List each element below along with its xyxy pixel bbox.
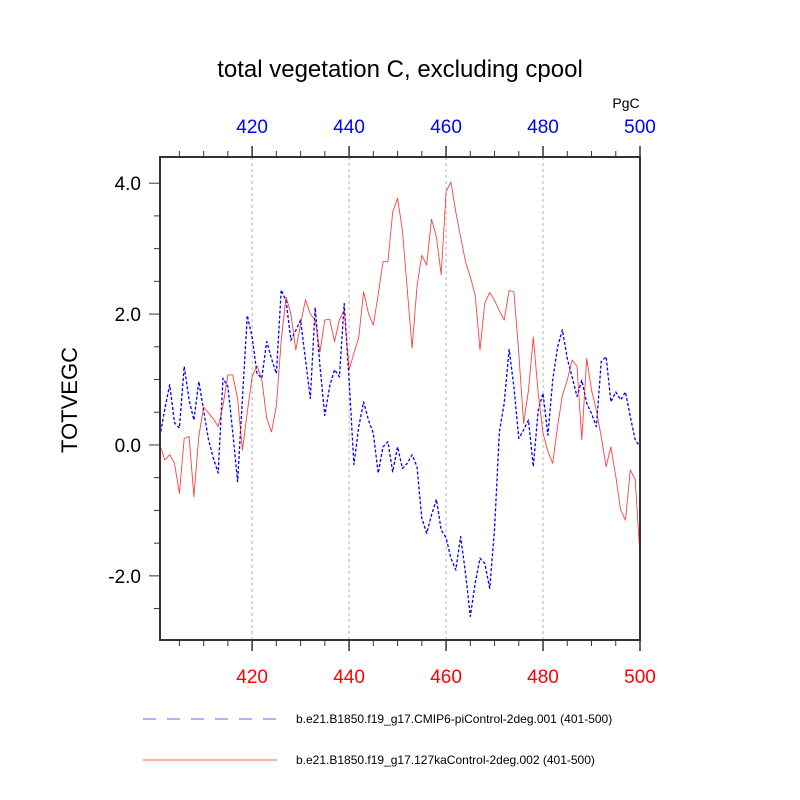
x-tick-label-bottom: 480 bbox=[527, 667, 559, 688]
ticks bbox=[149, 146, 641, 651]
x-tick-label-top: 420 bbox=[236, 117, 268, 138]
series-line-1 bbox=[159, 181, 641, 557]
legend-label-127ka-control: b.e21.B1850.f19_g17.127kaControl-2deg.00… bbox=[296, 753, 595, 767]
y-tick-label: -2.0 bbox=[108, 567, 141, 588]
chart-title: total vegetation C, excluding cpool bbox=[217, 56, 583, 83]
y-axis-label: TOTVEGC bbox=[57, 347, 82, 453]
axes bbox=[159, 156, 641, 641]
legend-label-cmip6-picontrol: b.e21.B1850.f19_g17.CMIP6-piControl-2deg… bbox=[296, 712, 612, 726]
legend: b.e21.B1850.f19_g17.CMIP6-piControl-2deg… bbox=[143, 712, 612, 767]
series-line-0 bbox=[159, 289, 641, 618]
units-label: PgC bbox=[612, 95, 639, 111]
series-layer bbox=[159, 181, 641, 618]
x-tick-label-bottom: 440 bbox=[333, 667, 365, 688]
x-tick-label-bottom: 460 bbox=[430, 667, 462, 688]
x-tick-label-top: 440 bbox=[333, 117, 365, 138]
x-tick-label-top: 480 bbox=[527, 117, 559, 138]
x-tick-label-top: 460 bbox=[430, 117, 462, 138]
plot-frame bbox=[159, 156, 641, 641]
tick-labels: 420 420 440 440 460 460 480 480 500 500 -2.0 0.0 2.0… bbox=[108, 117, 656, 688]
x-tick-label-bottom: 420 bbox=[236, 667, 268, 688]
y-tick-label: 0.0 bbox=[115, 436, 141, 457]
gridlines bbox=[251, 157, 544, 640]
y-tick-label: 4.0 bbox=[115, 174, 141, 195]
x-tick-label-top: 500 bbox=[624, 117, 656, 138]
x-tick-label-bottom: 500 bbox=[624, 667, 656, 688]
y-tick-label: 2.0 bbox=[115, 305, 141, 326]
